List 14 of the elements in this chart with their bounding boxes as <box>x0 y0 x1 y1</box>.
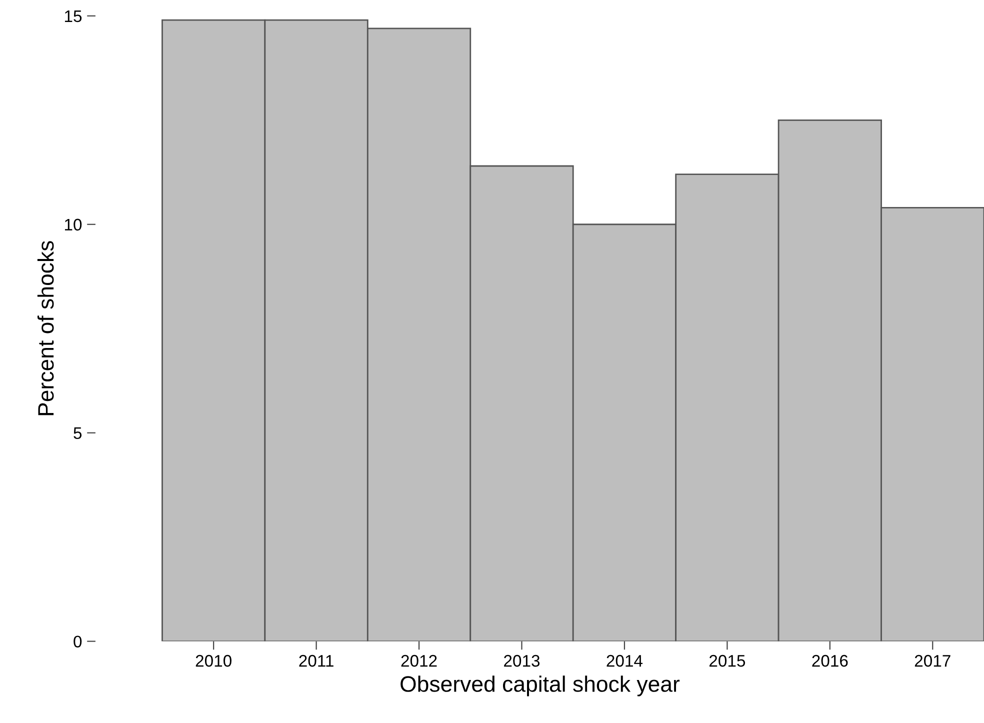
x-tick-label: 2016 <box>812 654 848 667</box>
x-axis-title: Observed capital shock year <box>400 676 680 696</box>
x-tick-label: 2017 <box>914 654 950 667</box>
x-tick-label: 2014 <box>606 654 643 667</box>
y-tick-label: 5 <box>74 427 82 440</box>
y-tick-label: 0 <box>74 636 82 648</box>
x-tick-label: 2013 <box>504 654 540 667</box>
x-tick-label: 2012 <box>401 654 437 667</box>
x-tick-label: 2011 <box>299 654 334 667</box>
y-tick-label: 15 <box>64 10 82 22</box>
y-tick-label: 10 <box>64 218 82 231</box>
x-tick-label: 2015 <box>709 654 746 667</box>
x-tick-label: 2010 <box>196 654 232 667</box>
y-axis-title: Percent of shocks <box>37 241 54 416</box>
